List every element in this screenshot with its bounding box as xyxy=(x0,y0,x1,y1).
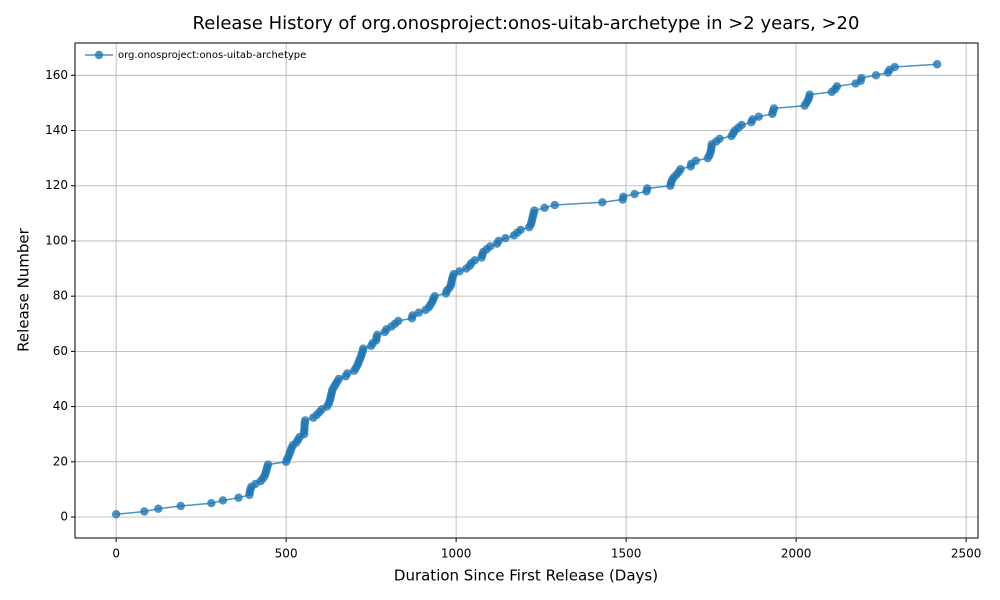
series-line xyxy=(116,63,938,516)
data-point xyxy=(642,184,652,193)
data-point xyxy=(176,501,185,511)
data-point xyxy=(769,104,779,113)
data-point xyxy=(530,206,539,215)
plot-frame xyxy=(74,42,979,539)
data-point xyxy=(676,164,685,174)
data-point xyxy=(516,225,525,235)
data-point xyxy=(343,369,352,378)
data-point xyxy=(485,242,495,251)
data-point xyxy=(218,496,228,505)
y-tick-label: 140 xyxy=(45,123,68,137)
data-point xyxy=(334,374,344,384)
data-point xyxy=(394,316,403,326)
data-point xyxy=(619,192,628,201)
y-tick-label: 100 xyxy=(45,233,68,247)
data-point xyxy=(414,308,423,317)
data-point xyxy=(630,189,639,199)
x-tick-label: 1500 xyxy=(611,547,642,561)
data-point xyxy=(455,267,464,276)
data-point xyxy=(300,416,310,425)
x-tick-label: 0 xyxy=(112,547,120,561)
data-point xyxy=(805,90,814,99)
data-point xyxy=(373,330,382,340)
data-point xyxy=(598,198,607,207)
data-point xyxy=(263,460,273,469)
data-point xyxy=(470,256,480,265)
data-point xyxy=(111,510,121,519)
data-point xyxy=(933,60,942,69)
x-tick-label: 1000 xyxy=(441,547,472,561)
data-point xyxy=(140,507,149,516)
y-tick-label: 80 xyxy=(53,289,68,303)
data-point xyxy=(540,203,549,213)
data-point xyxy=(715,134,724,143)
data-point xyxy=(890,62,899,72)
data-point xyxy=(154,504,163,513)
data-point xyxy=(857,73,866,83)
legend-label: org.onosproject:onos-uitab-archetype xyxy=(118,50,306,61)
data-point xyxy=(501,233,510,243)
data-point xyxy=(359,344,368,353)
y-tick-label: 120 xyxy=(45,178,68,192)
data-point xyxy=(691,156,701,166)
y-tick-label: 40 xyxy=(53,399,68,413)
y-tick-label: 0 xyxy=(60,510,68,524)
data-point xyxy=(832,82,842,91)
data-point xyxy=(494,236,503,246)
data-point xyxy=(234,493,243,502)
y-tick-label: 20 xyxy=(53,454,68,468)
data-point xyxy=(754,112,763,121)
legend-marker xyxy=(94,50,104,60)
x-tick-label: 2000 xyxy=(781,547,812,561)
data-point xyxy=(737,120,746,130)
x-axis-label: Duration Since First Release (Days) xyxy=(394,567,658,585)
x-tick-label: 500 xyxy=(275,547,298,561)
data-point xyxy=(207,499,216,508)
data-point xyxy=(871,71,881,80)
y-tick-label: 60 xyxy=(53,344,68,358)
y-tick-label: 160 xyxy=(45,68,68,82)
x-tick-label: 2500 xyxy=(951,547,982,561)
y-axis-label: Release Number xyxy=(15,227,33,351)
data-point xyxy=(550,200,559,210)
data-point xyxy=(430,291,439,301)
chart-title: Release History of org.onosproject:onos-… xyxy=(193,13,860,34)
